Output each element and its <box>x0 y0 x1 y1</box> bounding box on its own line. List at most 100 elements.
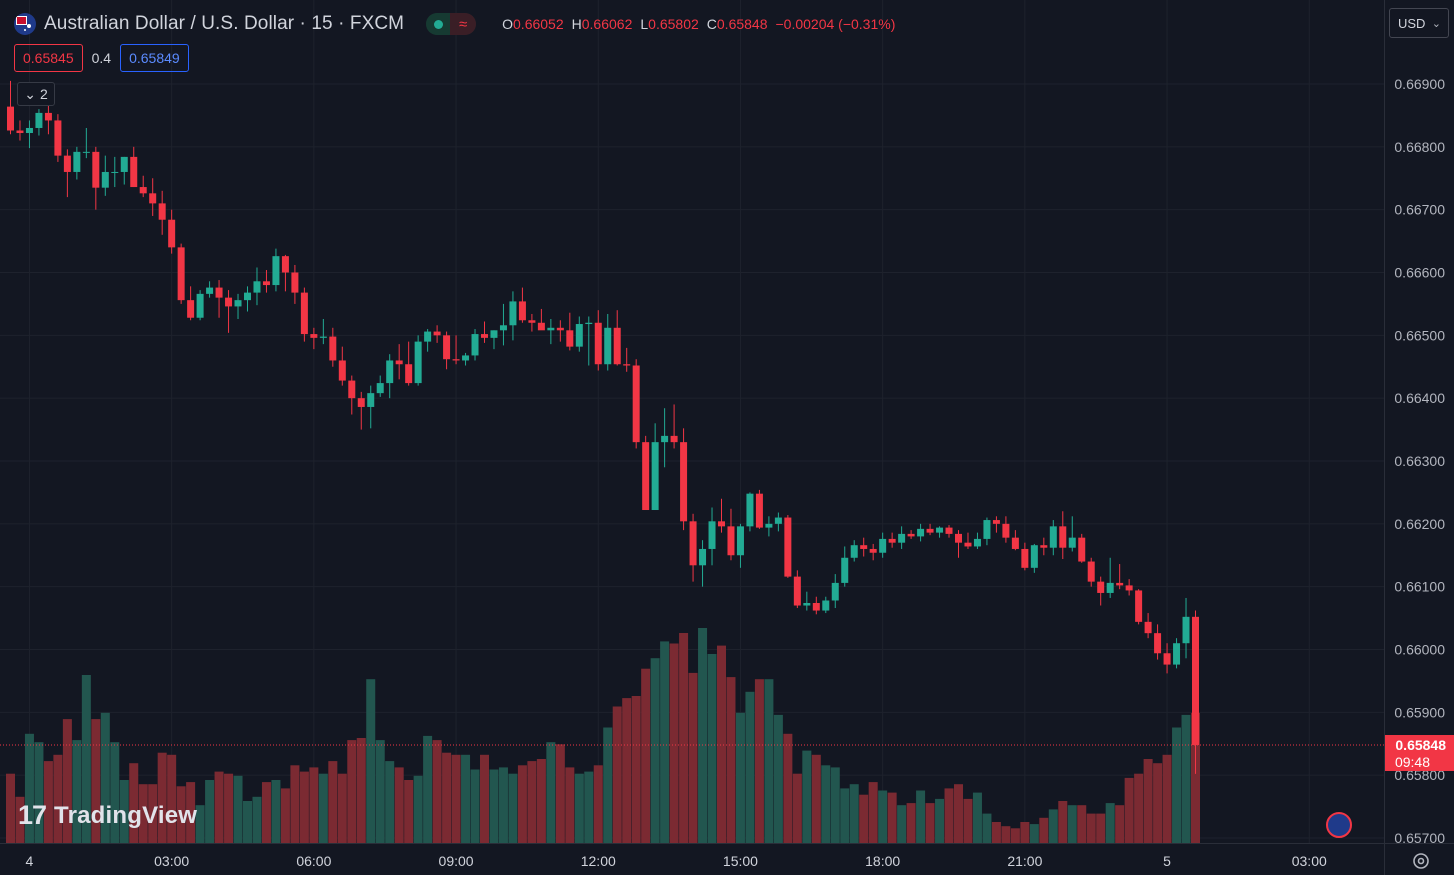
chart-header: Australian Dollar / U.S. Dollar · 15 · F… <box>14 10 895 38</box>
volume-bar <box>660 641 670 843</box>
volume-bar <box>167 754 177 843</box>
volume-bar <box>688 672 698 843</box>
candle-body <box>54 120 62 156</box>
candle-body <box>443 335 451 360</box>
volume-bar <box>565 767 575 843</box>
volume-bar <box>508 773 518 843</box>
candle-body <box>16 130 24 134</box>
candle-body <box>405 364 413 384</box>
buy-ask-button[interactable]: 0.65849 <box>120 44 189 72</box>
volume-bar <box>944 788 954 843</box>
candle-body <box>215 287 223 298</box>
currency-select[interactable]: USD ⌄ <box>1389 8 1449 38</box>
candle-body <box>1192 616 1199 746</box>
volume-bar <box>119 780 129 843</box>
candle-body <box>1125 585 1133 591</box>
volume-bar <box>34 742 44 843</box>
volume-bar <box>669 643 679 843</box>
volume-bar <box>261 782 271 843</box>
candle-body <box>955 533 962 543</box>
candle-body <box>642 442 650 511</box>
volume-bar <box>859 794 869 843</box>
volume-bar <box>840 788 850 843</box>
ohlc-open-key: O <box>502 16 514 32</box>
candle-body <box>1173 643 1181 665</box>
volume-bar <box>243 801 252 843</box>
candle-body <box>879 538 887 553</box>
volume-bar <box>1153 763 1163 843</box>
spread-value: 0.4 <box>91 50 112 66</box>
volume-bar <box>24 733 34 843</box>
volume-bar <box>887 792 897 843</box>
indicators-toggle-button[interactable]: ⌄ 2 <box>17 82 55 106</box>
volume-bar <box>15 796 25 843</box>
volume-bar <box>1181 714 1191 843</box>
volume-bar <box>717 645 726 843</box>
candle-body <box>395 360 403 365</box>
settings-gear-icon[interactable] <box>1409 850 1433 872</box>
currency-value: USD <box>1398 16 1426 31</box>
volume-bar <box>679 633 689 843</box>
australia-flag-icon[interactable] <box>1326 812 1352 838</box>
candle-body <box>35 112 43 128</box>
candle-body <box>338 360 346 381</box>
volume-bar <box>726 677 736 843</box>
candle-body <box>187 300 195 318</box>
volume-bar <box>72 740 82 843</box>
candle-body <box>708 521 716 549</box>
volume-bar <box>6 773 15 843</box>
candle-body <box>1163 653 1171 665</box>
y-tick-label: 0.66600 <box>1394 265 1445 281</box>
candle-body <box>594 322 602 365</box>
candle-body <box>63 155 71 172</box>
volume-bar <box>698 628 708 843</box>
market-status-pill[interactable]: ≈ <box>426 13 477 35</box>
tradingview-mark-icon: 17 <box>18 800 47 830</box>
candle-body <box>7 106 14 131</box>
volume-bar <box>1172 727 1182 843</box>
candle-body <box>376 383 384 394</box>
volume-bar <box>1191 712 1200 843</box>
symbol-title[interactable]: Australian Dollar / U.S. Dollar · 15 · F… <box>44 13 405 34</box>
candle-body <box>319 336 327 338</box>
volume-bar <box>868 782 878 843</box>
candle-body <box>424 331 432 342</box>
ohlc-low-key: L <box>640 16 649 32</box>
x-tick-label: 21:00 <box>1007 853 1042 869</box>
y-tick-label: 0.65900 <box>1394 704 1445 720</box>
candle-body <box>585 322 593 325</box>
ohlc-legend: O0.66052 H0.66062 L0.65802 C0.65848 −0.0… <box>502 16 895 32</box>
volume-bar <box>375 740 385 843</box>
x-tick-label: 18:00 <box>865 853 900 869</box>
candle-body <box>680 442 688 522</box>
candle-body <box>225 297 233 307</box>
y-tick-label: 0.65700 <box>1394 830 1445 846</box>
volume-bar <box>954 784 963 843</box>
volume-bar <box>972 792 982 843</box>
volume-bar <box>1058 801 1068 843</box>
quote-panel: 0.65845 0.4 0.65849 <box>14 44 189 72</box>
volume-bar <box>811 754 821 843</box>
volume-bar <box>138 784 148 843</box>
x-tick-label: 03:00 <box>154 853 189 869</box>
volume-bar <box>1115 805 1125 843</box>
volume-bar <box>593 765 603 843</box>
candle-body <box>632 365 640 443</box>
candle-body <box>869 548 877 553</box>
sell-bid-button[interactable]: 0.65845 <box>14 44 83 72</box>
candle-body <box>888 538 896 543</box>
volume-bar <box>195 805 205 843</box>
ohlc-close-value: 0.65848 <box>716 16 768 32</box>
x-tick-label: 5 <box>1163 853 1171 869</box>
candle-body <box>983 520 991 539</box>
volume-bar <box>489 769 499 843</box>
ohlc-change: −0.00204 (−0.31%) <box>775 16 896 32</box>
tradingview-logo[interactable]: 17 TradingView <box>18 800 197 831</box>
candle-body <box>689 521 697 566</box>
candle-body <box>433 331 441 336</box>
candle-body <box>537 322 545 331</box>
volume-bar <box>252 796 262 843</box>
candle-body <box>793 576 801 606</box>
candle-body <box>1144 621 1152 634</box>
